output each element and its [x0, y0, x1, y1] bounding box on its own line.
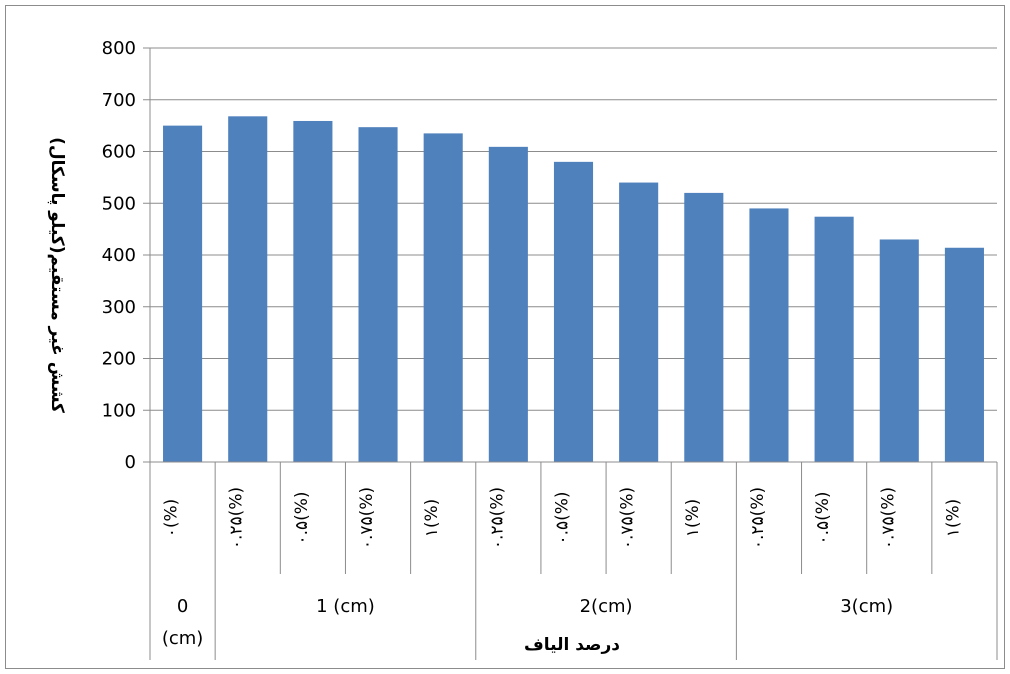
- y-tick-label: 200: [102, 349, 136, 370]
- y-tick-label: 400: [102, 245, 136, 266]
- bar: [488, 146, 528, 462]
- group-label-line: 1 (cm): [316, 596, 375, 617]
- y-tick-label: 700: [102, 90, 136, 111]
- category-label: (%)۰: [162, 499, 182, 538]
- group-label: 1 (cm): [316, 596, 375, 617]
- x-axis-title: درصد الياف: [524, 635, 620, 655]
- category-label: (%)۰.۲۵: [748, 487, 768, 549]
- y-tick-label: 100: [102, 400, 136, 421]
- y-tick-label: 300: [102, 297, 136, 318]
- y-tick-label: 0: [125, 452, 136, 473]
- category-label: (%)۱: [943, 499, 963, 538]
- category-label: (%)۱: [422, 499, 442, 538]
- group-label-line: 0: [177, 596, 188, 617]
- category-label: (%)۱: [683, 499, 703, 538]
- group-label-line: (cm): [162, 628, 203, 649]
- category-label: (%)۰.۲۵: [487, 487, 507, 549]
- category-label: (%)۰.۲۵: [227, 487, 247, 549]
- chart-frame: [5, 5, 1005, 669]
- group-label: 3(cm): [840, 596, 893, 617]
- bar: [293, 120, 333, 462]
- group-label-line: 2(cm): [580, 596, 633, 617]
- group-label: 0 (cm): [162, 596, 203, 649]
- axes: [143, 47, 998, 660]
- group-label-line: 3(cm): [840, 596, 893, 617]
- bar: [684, 192, 724, 462]
- bar: [619, 182, 659, 463]
- category-label: (%)۰.۷۵: [618, 487, 638, 549]
- bar: [944, 247, 984, 462]
- category-label: (%)۰.۷۵: [357, 487, 377, 549]
- bar: [228, 116, 268, 462]
- category-label: (%)۰.۵: [292, 491, 312, 544]
- bar: [163, 125, 203, 462]
- bar: [358, 127, 398, 463]
- bar: [553, 161, 594, 462]
- category-label: (%)۰.۵: [813, 491, 833, 544]
- bar: [814, 216, 854, 462]
- bars: [163, 116, 984, 463]
- category-label: (%)۰.۷۵: [878, 487, 898, 549]
- category-label: (%)۰.۵: [553, 491, 573, 544]
- y-tick-label: 800: [102, 38, 136, 59]
- y-axis-title: کشش غیر مستقیم(کیلو پاسکال): [47, 137, 67, 413]
- labels: 0 100 200 300 400 500 600 700 800 (%)۰ (%)۰.۲۵ (%)۰…: [102, 38, 964, 649]
- bar: [423, 133, 463, 462]
- bar: [749, 208, 789, 462]
- y-tick-label: 500: [102, 193, 136, 214]
- bar: [879, 239, 919, 462]
- y-tick-label: 600: [102, 142, 136, 163]
- group-label: 2(cm): [580, 596, 633, 617]
